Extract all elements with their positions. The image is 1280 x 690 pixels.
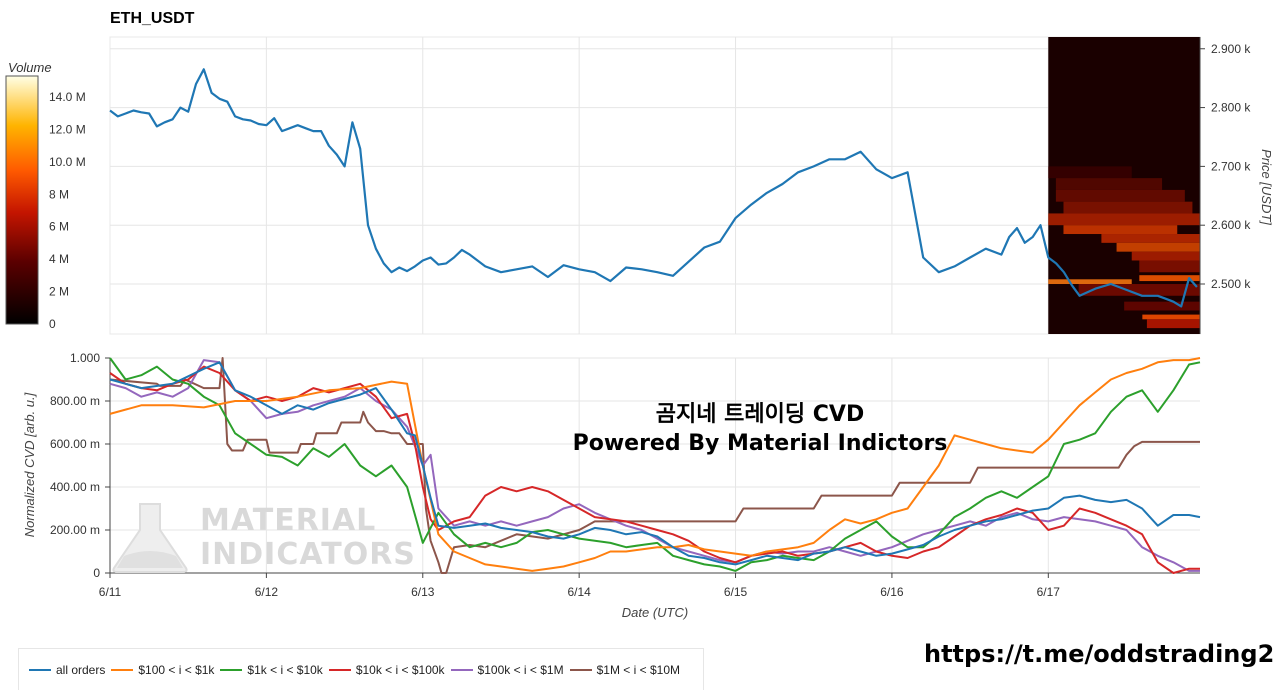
legend-swatch-icon (220, 668, 243, 672)
legend-item[interactable]: $100k < i < $1M (450, 663, 564, 677)
cvd-x-tick-label: 6/11 (99, 585, 122, 599)
legend-label: $100 < i < $1k (138, 663, 215, 677)
colorbar-tick-label: 12.0 M (49, 122, 86, 136)
legend: all orders $100 < i < $1k $1k < i < $10k $1… (18, 648, 704, 690)
heatmap-band (1048, 166, 1132, 179)
legend-label: $1M < i < $10M (596, 663, 680, 677)
cvd-x-tick-label: 6/14 (567, 585, 591, 599)
price-line (109, 68, 1198, 308)
price-axis-label: Price [USDT] (1259, 149, 1274, 225)
heatmap-band (1048, 213, 1200, 226)
colorbar-tick-label: 4 M (49, 252, 69, 266)
price-tick-label: 2.500 k (1211, 277, 1251, 291)
cvd-x-tick-label: 6/16 (880, 585, 904, 599)
heatmap-band (1078, 284, 1200, 296)
price-plot: 2.900 k 2.800 k 2.700 k 2.600 k 2.500 k Price… (109, 36, 1274, 335)
overlay-title: 곰지네 트레이딩 CVD (655, 402, 865, 427)
overlay-subtitle: Powered By Material Indictors (572, 431, 948, 456)
volume-colorbar: Volume 14.0 M 12.0 M 10.0 M 8 M 6 M 4 M 2 M 0 (5, 60, 86, 331)
cvd-x-tick-label: 6/17 (1037, 585, 1061, 599)
legend-label: $10k < i < $100k (355, 663, 445, 677)
heatmap-band (1101, 234, 1200, 243)
heatmap-band (1139, 275, 1200, 282)
watermark-logo-icon (112, 503, 188, 573)
price-tick-label: 2.800 k (1211, 101, 1251, 115)
price-plot-area (109, 36, 1201, 335)
footer-url[interactable]: https://t.me/oddstrading2 (924, 640, 1275, 668)
cvd-y-tick-label: 1.000 (70, 351, 100, 365)
flask-liquid (117, 551, 183, 568)
colorbar-tick-label: 14.0 M (49, 90, 86, 104)
cvd-series-line (109, 357, 1201, 572)
page-title: ETH_USDT (110, 10, 195, 27)
colorbar-tick-label: 2 M (49, 285, 69, 299)
colorbar-tick-label: 10.0 M (49, 155, 86, 169)
colorbar-gradient (6, 76, 38, 324)
cvd-y-tick-label: 400.00 m (50, 480, 100, 494)
cvd-x-tick-label: 6/13 (411, 585, 435, 599)
watermark-line2: INDICATORS (200, 537, 416, 572)
legend-swatch-icon (569, 668, 592, 672)
legend-item[interactable]: $1M < i < $10M (569, 663, 680, 677)
legend-swatch-icon (328, 668, 351, 672)
cvd-y-tick-label: 0 (93, 566, 100, 580)
cvd-series-line (109, 361, 1201, 566)
colorbar-tick-label: 6 M (49, 220, 69, 234)
legend-label: $1k < i < $10k (247, 663, 323, 677)
legend-label: $100k < i < $1M (477, 663, 564, 677)
legend-item[interactable]: all orders (29, 663, 105, 677)
cvd-x-tick-label: 6/12 (255, 585, 279, 599)
colorbar-tick-label: 0 (49, 317, 56, 331)
heatmap-band (1063, 225, 1178, 235)
price-tick-label: 2.700 k (1211, 159, 1251, 173)
legend-item[interactable]: $1k < i < $10k (220, 663, 323, 677)
heatmap-band (1055, 189, 1185, 202)
heatmap-band (1139, 260, 1200, 273)
cvd-x-axis-label: Date (UTC) (622, 605, 688, 620)
heatmap-band (1131, 251, 1200, 261)
colorbar-tick-label: 8 M (49, 187, 69, 201)
heatmap-band (1116, 242, 1200, 252)
legend-item[interactable]: $100 < i < $1k (111, 663, 214, 677)
cvd-y-tick-label: 200.00 m (50, 523, 100, 537)
price-tick-label: 2.600 k (1211, 218, 1251, 232)
cvd-plot: 1.000 800.00 m 600.00 m 400.00 m 200.00 m 0 6/… (22, 351, 1201, 620)
legend-swatch-icon (29, 668, 51, 672)
cvd-series-line (109, 357, 1201, 572)
watermark: MATERIAL INDICATORS (200, 504, 416, 572)
heatmap-band (1146, 319, 1200, 329)
heatmap-band (1048, 279, 1132, 285)
cvd-y-axis-label: Normalized CVD [arb. u.] (22, 392, 37, 537)
heatmap-band (1142, 314, 1200, 320)
heatmap-band (1055, 178, 1163, 190)
price-tick-label: 2.900 k (1211, 42, 1251, 56)
cvd-y-tick-label: 600.00 m (50, 437, 100, 451)
watermark-line1: MATERIAL (200, 503, 377, 538)
legend-row: all orders $100 < i < $1k $1k < i < $10k $1… (29, 663, 686, 677)
legend-label: all orders (56, 663, 106, 677)
legend-swatch-icon (450, 668, 473, 672)
heatmap-band (1063, 201, 1193, 214)
colorbar-title: Volume (8, 60, 52, 75)
legend-swatch-icon (111, 668, 134, 672)
cvd-y-tick-label: 800.00 m (50, 394, 100, 408)
colorbar-frame (5, 75, 39, 325)
cvd-x-tick-label: 6/15 (724, 585, 748, 599)
heatmap-band (1124, 301, 1200, 311)
legend-item[interactable]: $10k < i < $100k (328, 663, 445, 677)
